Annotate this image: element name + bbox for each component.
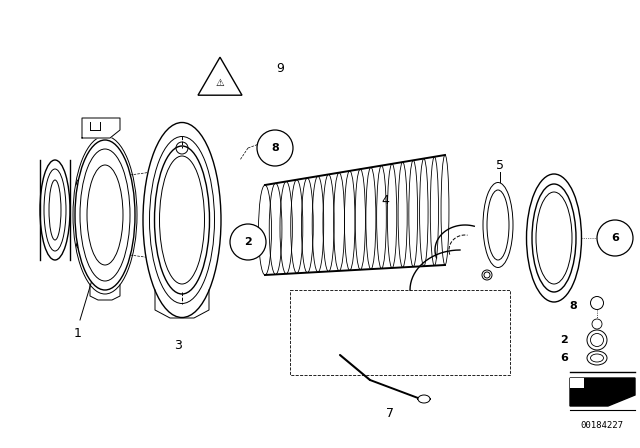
Ellipse shape [591, 297, 604, 310]
Polygon shape [40, 160, 70, 260]
Circle shape [597, 220, 633, 256]
Text: 6: 6 [560, 353, 568, 363]
Ellipse shape [527, 174, 582, 302]
Text: 2: 2 [560, 335, 568, 345]
Text: 6: 6 [611, 233, 619, 243]
Ellipse shape [483, 182, 513, 267]
Text: 2: 2 [244, 237, 252, 247]
Text: ⚠: ⚠ [216, 78, 225, 88]
Text: 00184227: 00184227 [580, 421, 623, 430]
Text: 8: 8 [271, 143, 279, 153]
Ellipse shape [587, 351, 607, 365]
Ellipse shape [40, 160, 70, 260]
Text: 3: 3 [174, 339, 182, 352]
Ellipse shape [587, 330, 607, 350]
Circle shape [257, 130, 293, 166]
Ellipse shape [592, 319, 602, 329]
Text: 7: 7 [386, 406, 394, 419]
Text: 5: 5 [496, 159, 504, 172]
Ellipse shape [143, 122, 221, 318]
Circle shape [230, 224, 266, 260]
Text: 9: 9 [276, 61, 284, 74]
Text: 1: 1 [74, 327, 82, 340]
Polygon shape [82, 118, 120, 138]
Polygon shape [198, 57, 242, 95]
Polygon shape [570, 378, 635, 406]
Polygon shape [570, 378, 584, 388]
Ellipse shape [418, 395, 430, 403]
Text: 4: 4 [381, 194, 389, 207]
Ellipse shape [75, 140, 135, 290]
Text: 8: 8 [569, 301, 577, 311]
